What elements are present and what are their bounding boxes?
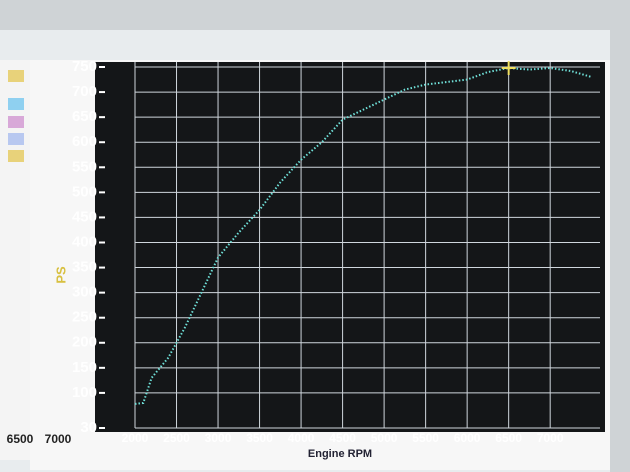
y-tick-label: 700 bbox=[72, 83, 97, 100]
y-tick-label: 30 bbox=[80, 419, 97, 436]
x-tick-label: 6000 bbox=[454, 431, 481, 445]
plot-area bbox=[95, 62, 605, 432]
y-tick-label: 750 bbox=[72, 58, 97, 75]
y-tick-label: 100 bbox=[72, 384, 97, 401]
x-tick-label: 7000 bbox=[537, 431, 564, 445]
legend-swatch bbox=[8, 98, 24, 110]
x-tick-label: 4500 bbox=[329, 431, 356, 445]
y-tick-label: 600 bbox=[72, 133, 97, 150]
y-axis-label: PS bbox=[53, 266, 68, 284]
legend-swatch bbox=[8, 70, 24, 82]
side-tick-label: 7000 bbox=[45, 432, 72, 446]
side-tick-label: 6500 bbox=[7, 432, 34, 446]
y-tick-label: 250 bbox=[72, 309, 97, 326]
y-tick-label: 500 bbox=[72, 183, 97, 200]
x-tick-label: 2500 bbox=[163, 431, 190, 445]
x-tick-label: 4000 bbox=[288, 431, 315, 445]
legend-swatch bbox=[8, 133, 24, 145]
y-tick-label: 400 bbox=[72, 233, 97, 250]
data-line bbox=[134, 67, 592, 405]
y-tick-label: 150 bbox=[72, 359, 97, 376]
x-axis-label: Engine RPM bbox=[308, 448, 372, 460]
x-tick-label: 3000 bbox=[205, 431, 232, 445]
y-tick-label: 550 bbox=[72, 158, 97, 175]
legend-swatch bbox=[8, 116, 24, 128]
legend-swatch bbox=[8, 150, 24, 162]
x-tick-label: 6500 bbox=[495, 431, 522, 445]
x-tick-label: 3500 bbox=[246, 431, 273, 445]
x-tick-label: 5000 bbox=[371, 431, 398, 445]
x-tick-label: 2000 bbox=[122, 431, 149, 445]
x-tick-label: 5500 bbox=[412, 431, 439, 445]
y-tick-label: 300 bbox=[72, 284, 97, 301]
y-tick-label: 200 bbox=[72, 334, 97, 351]
y-tick-label: 450 bbox=[72, 208, 97, 225]
y-tick-label: 350 bbox=[72, 259, 97, 276]
y-tick-label: 650 bbox=[72, 108, 97, 125]
